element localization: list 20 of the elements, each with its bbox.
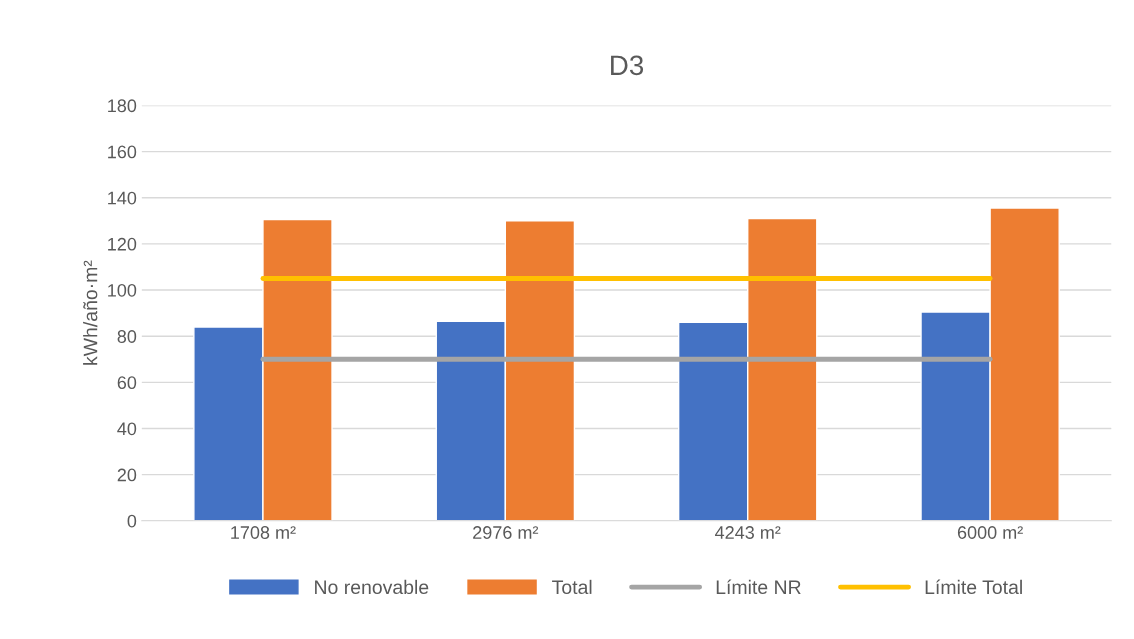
x-tick-label: 2976 m² — [473, 526, 539, 539]
legend-label: Límite Total — [925, 579, 1022, 595]
y-tick-label: 20 — [117, 468, 137, 482]
chart-title: D3 — [611, 55, 644, 76]
y-tick-label: 120 — [108, 237, 137, 251]
y-tick-label: 180 — [108, 99, 137, 113]
legend-label: Total — [552, 579, 592, 595]
y-tick-label: 160 — [108, 145, 137, 159]
y-tick-label: 0 — [127, 514, 137, 528]
x-tick-label: 6000 m² — [957, 526, 1023, 539]
x-tick-label: 4243 m² — [715, 526, 781, 539]
y-axis-title: kWh/año·m² — [83, 260, 98, 365]
legend-label: No renovable — [315, 579, 429, 595]
legend-label: Límite NR — [716, 579, 801, 595]
y-tick-label: 140 — [108, 191, 137, 205]
y-tick-label: 40 — [117, 422, 137, 436]
x-tick-label: 1708 m² — [231, 526, 296, 539]
y-tick-label: 60 — [117, 376, 137, 390]
y-tick-label: 100 — [108, 283, 137, 297]
y-tick-label: 80 — [117, 330, 137, 343]
